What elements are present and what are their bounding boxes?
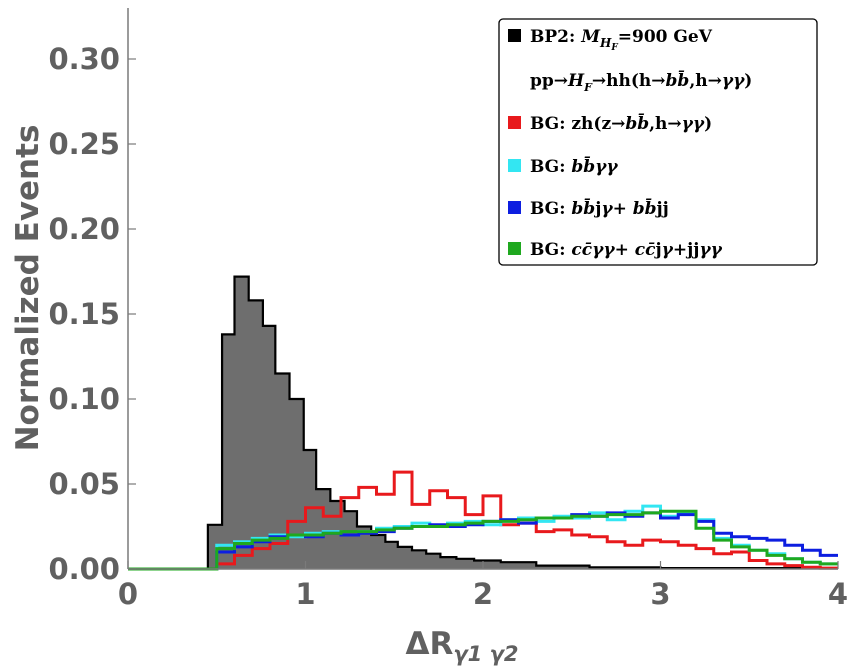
legend: BP2: MHF=900 GeV pp→HF→hh(h→bb̄,h→γγ) BG: … xyxy=(498,18,818,266)
legend-items: BP2: MHF=900 GeV pp→HF→hh(h→bb̄,h→γγ) BG: … xyxy=(508,27,752,260)
legend-bbaa-label: BG: bb̄γγ xyxy=(530,156,618,177)
x-axis-title: ΔRγ1 γ2 xyxy=(405,626,518,666)
legend-bbaa-swatch xyxy=(508,159,521,172)
legend-zh-swatch xyxy=(508,116,521,129)
y-tick-label: 0.15 xyxy=(48,297,120,331)
series-4-line xyxy=(128,509,838,571)
legend-bbja-swatch xyxy=(508,201,521,214)
legend-ccaa-label: BG: cc̄γγ+ cc̄jγ+jjγγ xyxy=(530,240,723,260)
series-0-fill xyxy=(128,276,838,569)
y-tick-label: 0.00 xyxy=(48,552,120,586)
y-tick-label: 0.20 xyxy=(48,212,120,246)
legend-ccaa-swatch xyxy=(508,242,521,255)
series-layer xyxy=(128,275,838,571)
y-tick-label: 0.25 xyxy=(48,127,120,161)
legend-box xyxy=(498,18,818,266)
x-axis-title-sub: γ1 γ2 xyxy=(453,642,518,666)
x-tick-label: 4 xyxy=(828,577,848,611)
x-tick-label: 3 xyxy=(650,577,670,611)
x-tick-label: 2 xyxy=(473,577,493,611)
y-tick-label: 0.05 xyxy=(48,467,120,501)
x-tick-label: 0 xyxy=(118,577,138,611)
legend-bp2-process-label: pp→HF→hh(h→bb̄,h→γγ) xyxy=(530,70,752,94)
legend-bp2-swatch xyxy=(508,29,521,42)
y-tick-label: 0.10 xyxy=(48,382,120,416)
x-tick-label: 1 xyxy=(295,577,315,611)
legend-bbja-label: BG: bb̄jγ+ bb̄jj xyxy=(530,198,669,219)
series-1-line xyxy=(128,470,838,571)
legend-bp2-label: BP2: MHF=900 GeV xyxy=(530,27,713,53)
legend-zh-label: BG: zh(z→bb̄,h→γγ) xyxy=(530,113,712,134)
y-tick-label: 0.30 xyxy=(48,42,120,76)
x-axis-title-main: ΔR xyxy=(405,626,453,662)
ticks-layer: 0 1 2 3 4 0.00 0.05 0.10 0.15 0.20 0.25 0.30 xyxy=(48,42,848,611)
y-axis-title: Normalized Events xyxy=(10,125,46,452)
series-0-outline xyxy=(128,275,838,571)
